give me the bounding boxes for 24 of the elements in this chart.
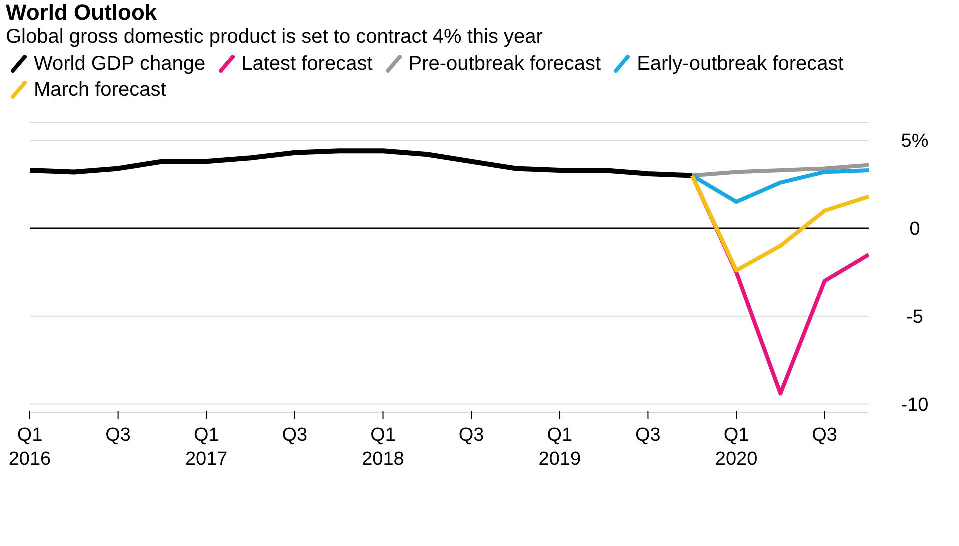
x-tick-label: Q1 2018 [362,425,404,470]
legend-label: Latest forecast [240,52,373,77]
x-tick-label: Q3 [458,425,484,446]
legend-label: Pre-outbreak forecast [408,52,602,77]
x-tick-label: Q1 2016 [8,425,52,470]
x-tick-label: Q3 [282,425,308,446]
line-series [690,163,869,178]
line-series [690,168,869,204]
x-tick-label: Q3 [812,425,838,446]
x-tick-label: Q1 2019 [538,425,582,470]
chart-subtitle: Global gross domestic product is set to contract 4% this year [6,26,544,49]
y-tick-label: 5% [901,131,929,152]
x-tick-label: Q1 2020 [715,425,758,470]
legend-label: March forecast [33,78,166,103]
x-tick-label: Q3 [636,425,661,446]
x-tick-label: Q3 [106,425,131,446]
y-tick-label: -5 [906,306,924,328]
y-tick-label: 0 [910,219,920,240]
legend-label: World GDP change [33,52,206,77]
legend-label: Early-outbreak forecast [636,52,844,77]
y-tick-label: -10 [901,394,929,416]
x-tick-label: Q1 2017 [185,425,228,470]
chart-title: World Outlook [6,0,158,26]
line-series [690,174,869,273]
